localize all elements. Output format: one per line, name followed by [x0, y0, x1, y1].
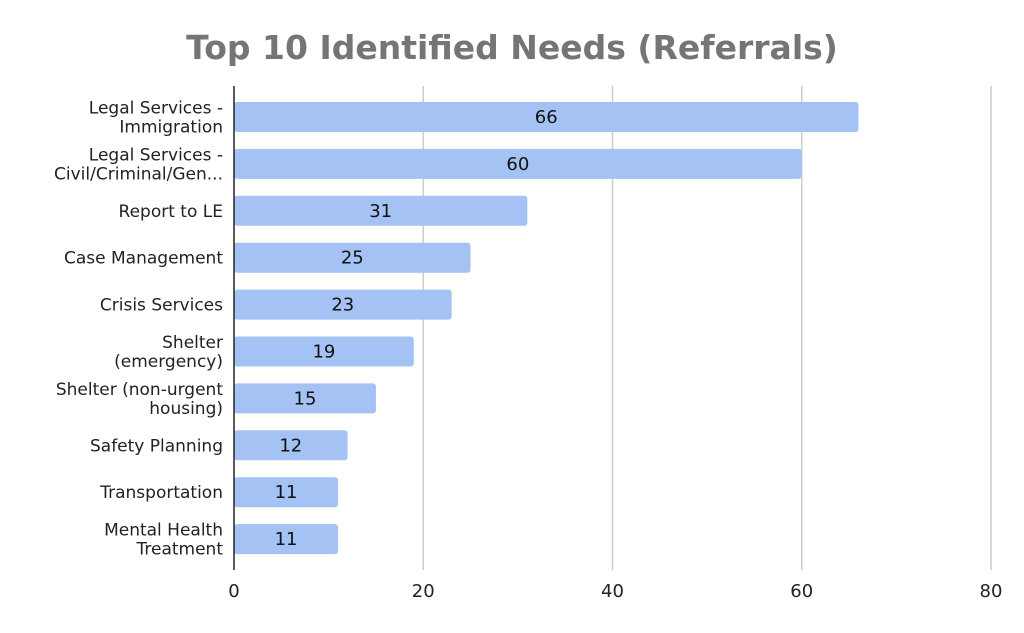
- category-label-0: Legal Services -Immigration: [89, 99, 223, 138]
- category-label-5: Shelter (emergency): [114, 333, 223, 372]
- category-label-0-line-0: Legal Services -: [89, 99, 223, 119]
- category-label-7: Safety Planning: [90, 436, 223, 456]
- category-label-6: Shelter (non-urgent housing): [56, 380, 223, 419]
- bar-1: [234, 148, 802, 179]
- bar-8: [234, 477, 339, 508]
- category-label-6-line-0: Shelter (non-urgent: [56, 380, 223, 400]
- bar-0: [234, 102, 859, 132]
- value-label-8: 11: [275, 482, 298, 503]
- bars: [234, 102, 859, 555]
- value-label-9: 11: [275, 529, 298, 550]
- value-label-6: 15: [294, 388, 317, 409]
- bar-9: [234, 524, 339, 555]
- value-label-4: 23: [331, 295, 354, 316]
- value-label-3: 25: [341, 248, 364, 269]
- category-label-3: Case Management: [64, 249, 223, 269]
- bar-5: [234, 336, 414, 367]
- chart-title: Top 10 Identified Needs (Referrals): [186, 28, 838, 67]
- bar-6: [234, 383, 376, 414]
- bar-3: [234, 242, 471, 273]
- value-labels: 66 60 31 25 23 19 15 12 11 11: [275, 107, 558, 550]
- category-label-4-line-0: Crisis Services: [100, 296, 223, 316]
- category-label-5-line-0: Shelter: [162, 333, 223, 353]
- category-label-8-line-0: Transportation: [99, 483, 223, 503]
- category-label-4: Crisis Services: [100, 296, 223, 316]
- category-label-9-line-1: Treatment: [135, 540, 223, 560]
- value-label-1: 60: [506, 154, 529, 175]
- category-label-9-line-0: Mental Health: [104, 521, 223, 541]
- bar-2: [234, 195, 528, 226]
- category-label-2-line-0: Report to LE: [119, 202, 223, 222]
- category-label-0-line-1: Immigration: [119, 118, 223, 138]
- value-label-0: 66: [535, 107, 558, 128]
- category-label-1: Legal Services -Civil/Criminal/Gen...: [54, 145, 223, 184]
- x-tick-label-1: 20: [412, 581, 435, 602]
- category-label-9: Mental Health Treatment: [104, 521, 223, 560]
- category-label-8: Transportation: [99, 483, 223, 503]
- x-tick-labels: 0 20 40 60 80: [228, 581, 1002, 602]
- category-label-3-line-0: Case Management: [64, 249, 223, 269]
- x-tick-label-3: 60: [790, 581, 813, 602]
- category-label-6-line-1: housing): [149, 399, 223, 419]
- category-label-5-line-1: (emergency): [114, 352, 223, 372]
- bar-4: [234, 289, 452, 320]
- category-label-2: Report to LE: [119, 202, 223, 222]
- x-tick-label-4: 80: [980, 581, 1003, 602]
- x-tick-label-0: 0: [228, 581, 239, 602]
- category-label-1-line-0: Legal Services -: [89, 145, 223, 165]
- value-label-2: 31: [369, 201, 392, 222]
- value-label-7: 12: [279, 435, 302, 456]
- bar-7: [234, 430, 348, 461]
- category-label-7-line-0: Safety Planning: [90, 436, 223, 456]
- category-label-1-line-1: Civil/Criminal/Gen...: [54, 164, 223, 184]
- x-tick-label-2: 40: [601, 581, 624, 602]
- value-label-5: 19: [312, 342, 335, 363]
